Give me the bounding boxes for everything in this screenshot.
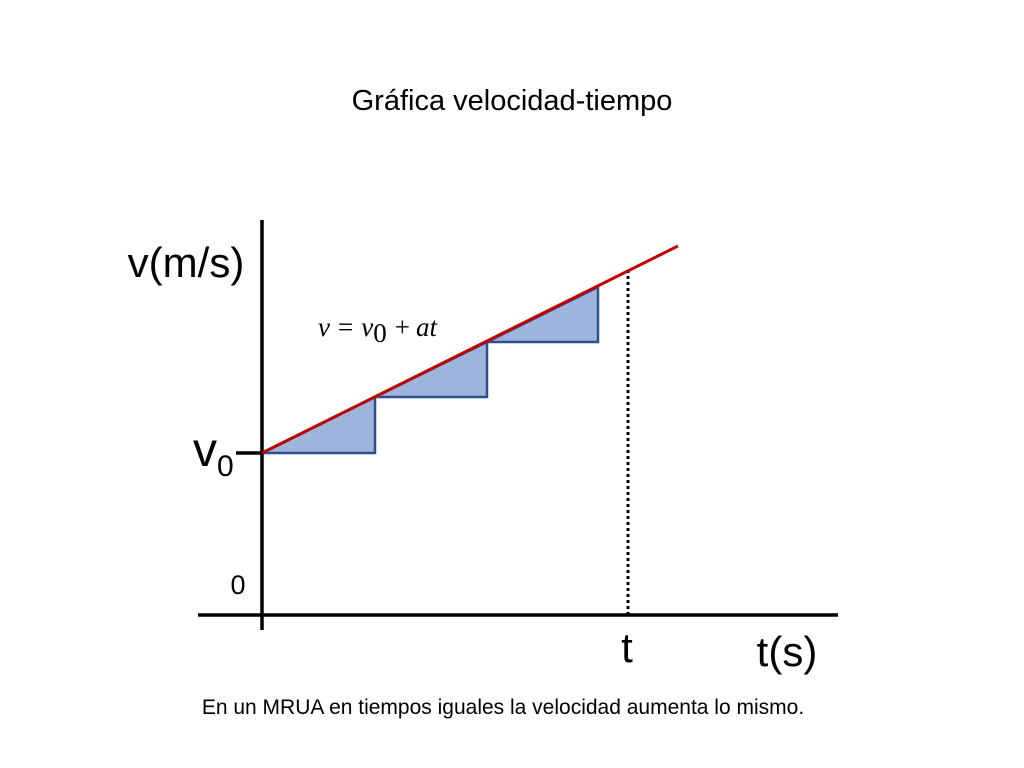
eq-v0: v <box>361 312 373 342</box>
title: Gráfica velocidad-tiempo <box>352 85 673 117</box>
eq-term: at <box>416 312 439 342</box>
v0-label: v0 <box>193 424 234 483</box>
eq-v0-sub: 0 <box>373 318 387 348</box>
x-axis-label: t(s) <box>757 628 818 675</box>
v0-base: v <box>193 424 217 477</box>
origin-label: 0 <box>230 570 245 600</box>
eq-plus: + <box>395 312 410 342</box>
velocity-line <box>261 244 679 455</box>
t-label: t <box>621 624 633 671</box>
y-axis-label: v(m/s) <box>128 239 245 286</box>
eq-equals: = <box>338 312 353 342</box>
eq-lhs: v <box>318 312 330 342</box>
caption: En un MRUA en tiempos iguales la velocid… <box>202 696 804 719</box>
equation: v = v0 + at <box>318 312 438 348</box>
v0-sub: 0 <box>217 450 234 483</box>
